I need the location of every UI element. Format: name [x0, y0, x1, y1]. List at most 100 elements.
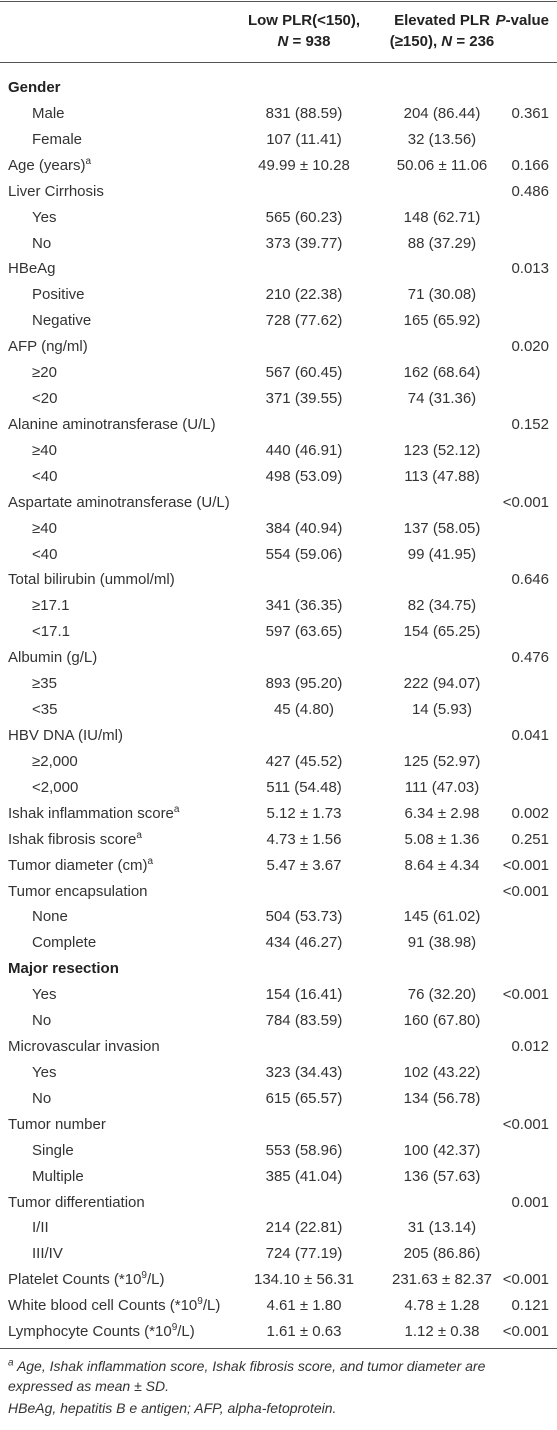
- row-label: Alanine aminotransferase (U/L): [8, 412, 216, 438]
- table-row: Ishak fibrosis scorea 4.73 ± 1.56 5.08 ± 1…: [0, 827, 557, 853]
- low-plr-cell: 214 (22.81): [265, 1219, 343, 1237]
- row-label-text: Female: [32, 130, 83, 148]
- table-row: HBeAg 0.013: [0, 256, 557, 282]
- low-plr-cell: 1.61 ± 0.63: [266, 1323, 342, 1341]
- table-row: Yes 323 (34.43) 102 (43.22): [0, 1060, 557, 1086]
- row-label-text: HBeAg: [8, 260, 56, 278]
- table-row: <40 498 (53.09) 113 (47.88): [0, 464, 557, 490]
- row-label-text: Ishak inflammation score: [8, 804, 174, 822]
- table-row: Aspartate aminotransferase (U/L) <0.001: [0, 490, 557, 516]
- low-plr-cell: 341 (36.35): [265, 597, 343, 615]
- table-row: ≥40 440 (46.91) 123 (52.12): [0, 438, 557, 464]
- header-rule: [0, 62, 557, 63]
- row-label-text: Platelet Counts (*10: [8, 1271, 142, 1289]
- row-label-text: Alanine aminotransferase (U/L): [8, 415, 216, 433]
- row-label: Negative: [32, 308, 91, 334]
- table-row: III/IV 724 (77.19) 205 (86.86): [0, 1241, 557, 1267]
- header-text: -value: [505, 12, 549, 29]
- row-label: No: [32, 231, 51, 257]
- row-label-text: ≥17.1: [32, 597, 70, 615]
- p-value-cell: 0.002: [511, 804, 549, 822]
- table-row: Positive 210 (22.38) 71 (30.08): [0, 282, 557, 308]
- elevated-plr-cell: 160 (67.80): [403, 1012, 481, 1030]
- low-plr-cell: 49.99 ± 10.28: [258, 156, 350, 174]
- row-label-text: Microvascular invasion: [8, 1038, 160, 1056]
- table-row: Major resection: [0, 956, 557, 982]
- elevated-plr-cell: 136 (57.63): [403, 1167, 481, 1185]
- elevated-plr-cell: 1.12 ± 0.38: [404, 1323, 480, 1341]
- row-label: No: [32, 1086, 51, 1112]
- table-row: Lymphocyte Counts (*109/L) 1.61 ± 0.63 1.1…: [0, 1319, 557, 1345]
- low-plr-cell: 323 (34.43): [265, 1063, 343, 1081]
- low-plr-cell: 498 (53.09): [265, 467, 343, 485]
- elevated-plr-cell: 134 (56.78): [403, 1089, 481, 1107]
- elevated-plr-cell: 205 (86.86): [403, 1245, 481, 1263]
- row-label-text: Tumor diameter (cm): [8, 856, 148, 874]
- row-label: ≥2,000: [32, 749, 78, 775]
- footnote-text: Age, Ishak inflammation score, Ishak fib…: [8, 1358, 486, 1394]
- table-row: Ishak inflammation scorea 5.12 ± 1.73 6.34…: [0, 801, 557, 827]
- header-n-value: = 938: [292, 33, 331, 50]
- table-row: ≥2,000 427 (45.52) 125 (52.97): [0, 749, 557, 775]
- header-n: N: [277, 33, 289, 50]
- header-text: Low PLR(<150),: [247, 12, 361, 29]
- elevated-plr-cell: 231.63 ± 82.37: [392, 1271, 492, 1289]
- row-label: Albumin (g/L): [8, 645, 97, 671]
- row-label: ≥40: [32, 438, 57, 464]
- low-plr-cell: 385 (41.04): [265, 1167, 343, 1185]
- row-label: Yes: [32, 205, 56, 231]
- row-label: Platelet Counts (*109/L): [8, 1267, 165, 1293]
- row-label-text: None: [32, 908, 68, 926]
- p-value-cell: <0.001: [502, 986, 549, 1004]
- row-label-text: Total bilirubin (ummol/ml): [8, 571, 175, 589]
- row-label-sup: a: [85, 155, 92, 167]
- row-label-text: Yes: [32, 1063, 57, 1081]
- table-row: Complete 434 (46.27) 91 (38.98): [0, 930, 557, 956]
- p-value-cell: 0.152: [511, 415, 549, 433]
- row-label: HBV DNA (IU/ml): [8, 723, 123, 749]
- elevated-plr-cell: 154 (65.25): [403, 623, 481, 641]
- p-value-cell: <0.001: [502, 1115, 549, 1133]
- p-value-cell: 0.166: [511, 156, 549, 174]
- p-value-cell: <0.001: [502, 1271, 549, 1289]
- row-label-sup: 9: [171, 1322, 178, 1334]
- row-label-sup: a: [147, 855, 154, 867]
- header-text: N = 938: [230, 31, 378, 52]
- header-text: (≥150),: [389, 33, 438, 50]
- table-row: Platelet Counts (*109/L) 134.10 ± 56.31 23…: [0, 1267, 557, 1293]
- row-label-text: Lymphocyte Counts (*10: [8, 1323, 172, 1341]
- table-row: <35 45 (4.80) 14 (5.93): [0, 697, 557, 723]
- footnote: a Age, Ishak inflammation score, Ishak f…: [8, 1356, 553, 1396]
- elevated-plr-cell: 111 (47.03): [404, 778, 480, 796]
- table-row: Single 553 (58.96) 100 (42.37): [0, 1138, 557, 1164]
- p-value-cell: 0.251: [511, 830, 549, 848]
- table-row: White blood cell Counts (*109/L) 4.61 ± 1…: [0, 1293, 557, 1319]
- low-plr-cell: 831 (88.59): [265, 104, 343, 122]
- row-label-text: Aspartate aminotransferase (U/L): [8, 493, 230, 511]
- table-row: ≥40 384 (40.94) 137 (58.05): [0, 516, 557, 542]
- table-row: None 504 (53.73) 145 (61.02): [0, 904, 557, 930]
- table-row: I/II 214 (22.81) 31 (13.14): [0, 1215, 557, 1241]
- low-plr-cell: 373 (39.77): [265, 234, 343, 252]
- table-row: Gender: [0, 75, 557, 101]
- row-label-text: I/II: [32, 1219, 49, 1237]
- low-plr-cell: 567 (60.45): [265, 364, 343, 382]
- row-label-sup: 9: [197, 1296, 203, 1308]
- low-plr-cell: 511 (54.48): [266, 778, 342, 796]
- table-row: Microvascular invasion 0.012: [0, 1034, 557, 1060]
- header-col1: Low PLR(<150), N = 938: [230, 10, 378, 52]
- low-plr-cell: 154 (16.41): [265, 986, 343, 1004]
- low-plr-cell: 565 (60.23): [265, 208, 343, 226]
- table-row: Age (years)a 49.99 ± 10.28 50.06 ± 11.06 0.…: [0, 153, 557, 179]
- row-label: Tumor differentiation: [8, 1190, 145, 1216]
- low-plr-cell: 134.10 ± 56.31: [254, 1271, 354, 1289]
- row-label-text: /L): [146, 1271, 165, 1289]
- row-label: Liver Cirrhosis: [8, 179, 104, 205]
- table-row: No 615 (65.57) 134 (56.78): [0, 1086, 557, 1112]
- row-label-text: ≥40: [32, 519, 57, 537]
- footnote-marker: a: [8, 1357, 14, 1369]
- row-label: Lymphocyte Counts (*109/L): [8, 1319, 195, 1345]
- row-label: Single: [32, 1138, 74, 1164]
- row-label: <17.1: [32, 619, 70, 645]
